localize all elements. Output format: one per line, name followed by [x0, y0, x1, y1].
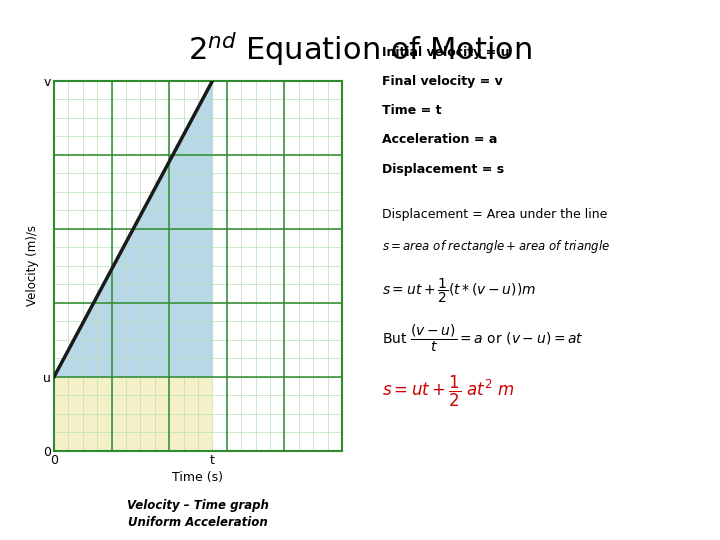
- X-axis label: Time (s): Time (s): [173, 471, 223, 484]
- Bar: [54, 377, 212, 451]
- Text: Displacement = s: Displacement = s: [382, 163, 504, 176]
- Polygon shape: [54, 81, 212, 377]
- Text: Final velocity = v: Final velocity = v: [382, 75, 503, 88]
- Text: Uniform Acceleration: Uniform Acceleration: [128, 516, 268, 529]
- Text: Initial velocity = u: Initial velocity = u: [382, 46, 509, 59]
- Text: Displacement = Area under the line: Displacement = Area under the line: [382, 208, 607, 221]
- Y-axis label: Velocity (m)/s: Velocity (m)/s: [26, 226, 39, 306]
- Text: $s = ut + \dfrac{1}{2}\ at^2\ m$: $s = ut + \dfrac{1}{2}\ at^2\ m$: [382, 374, 515, 409]
- Text: Acceleration = a: Acceleration = a: [382, 133, 497, 146]
- Text: Velocity – Time graph: Velocity – Time graph: [127, 500, 269, 512]
- Text: $s = ut + \dfrac{1}{2}\left(t * (v - u)\right) m$: $s = ut + \dfrac{1}{2}\left(t * (v - u)\…: [382, 276, 536, 305]
- Text: $s = area\ of\ rectangle + area\ of\ triangle$: $s = area\ of\ rectangle + area\ of\ tri…: [382, 238, 610, 254]
- Text: $2^{nd}$ Equation of Motion: $2^{nd}$ Equation of Motion: [188, 30, 532, 68]
- Text: Time = t: Time = t: [382, 104, 441, 117]
- Text: $\mathrm{But}\ \dfrac{(v-u)}{t} = a\ \mathrm{or}\ (v - u) = at$: $\mathrm{But}\ \dfrac{(v-u)}{t} = a\ \ma…: [382, 322, 583, 354]
